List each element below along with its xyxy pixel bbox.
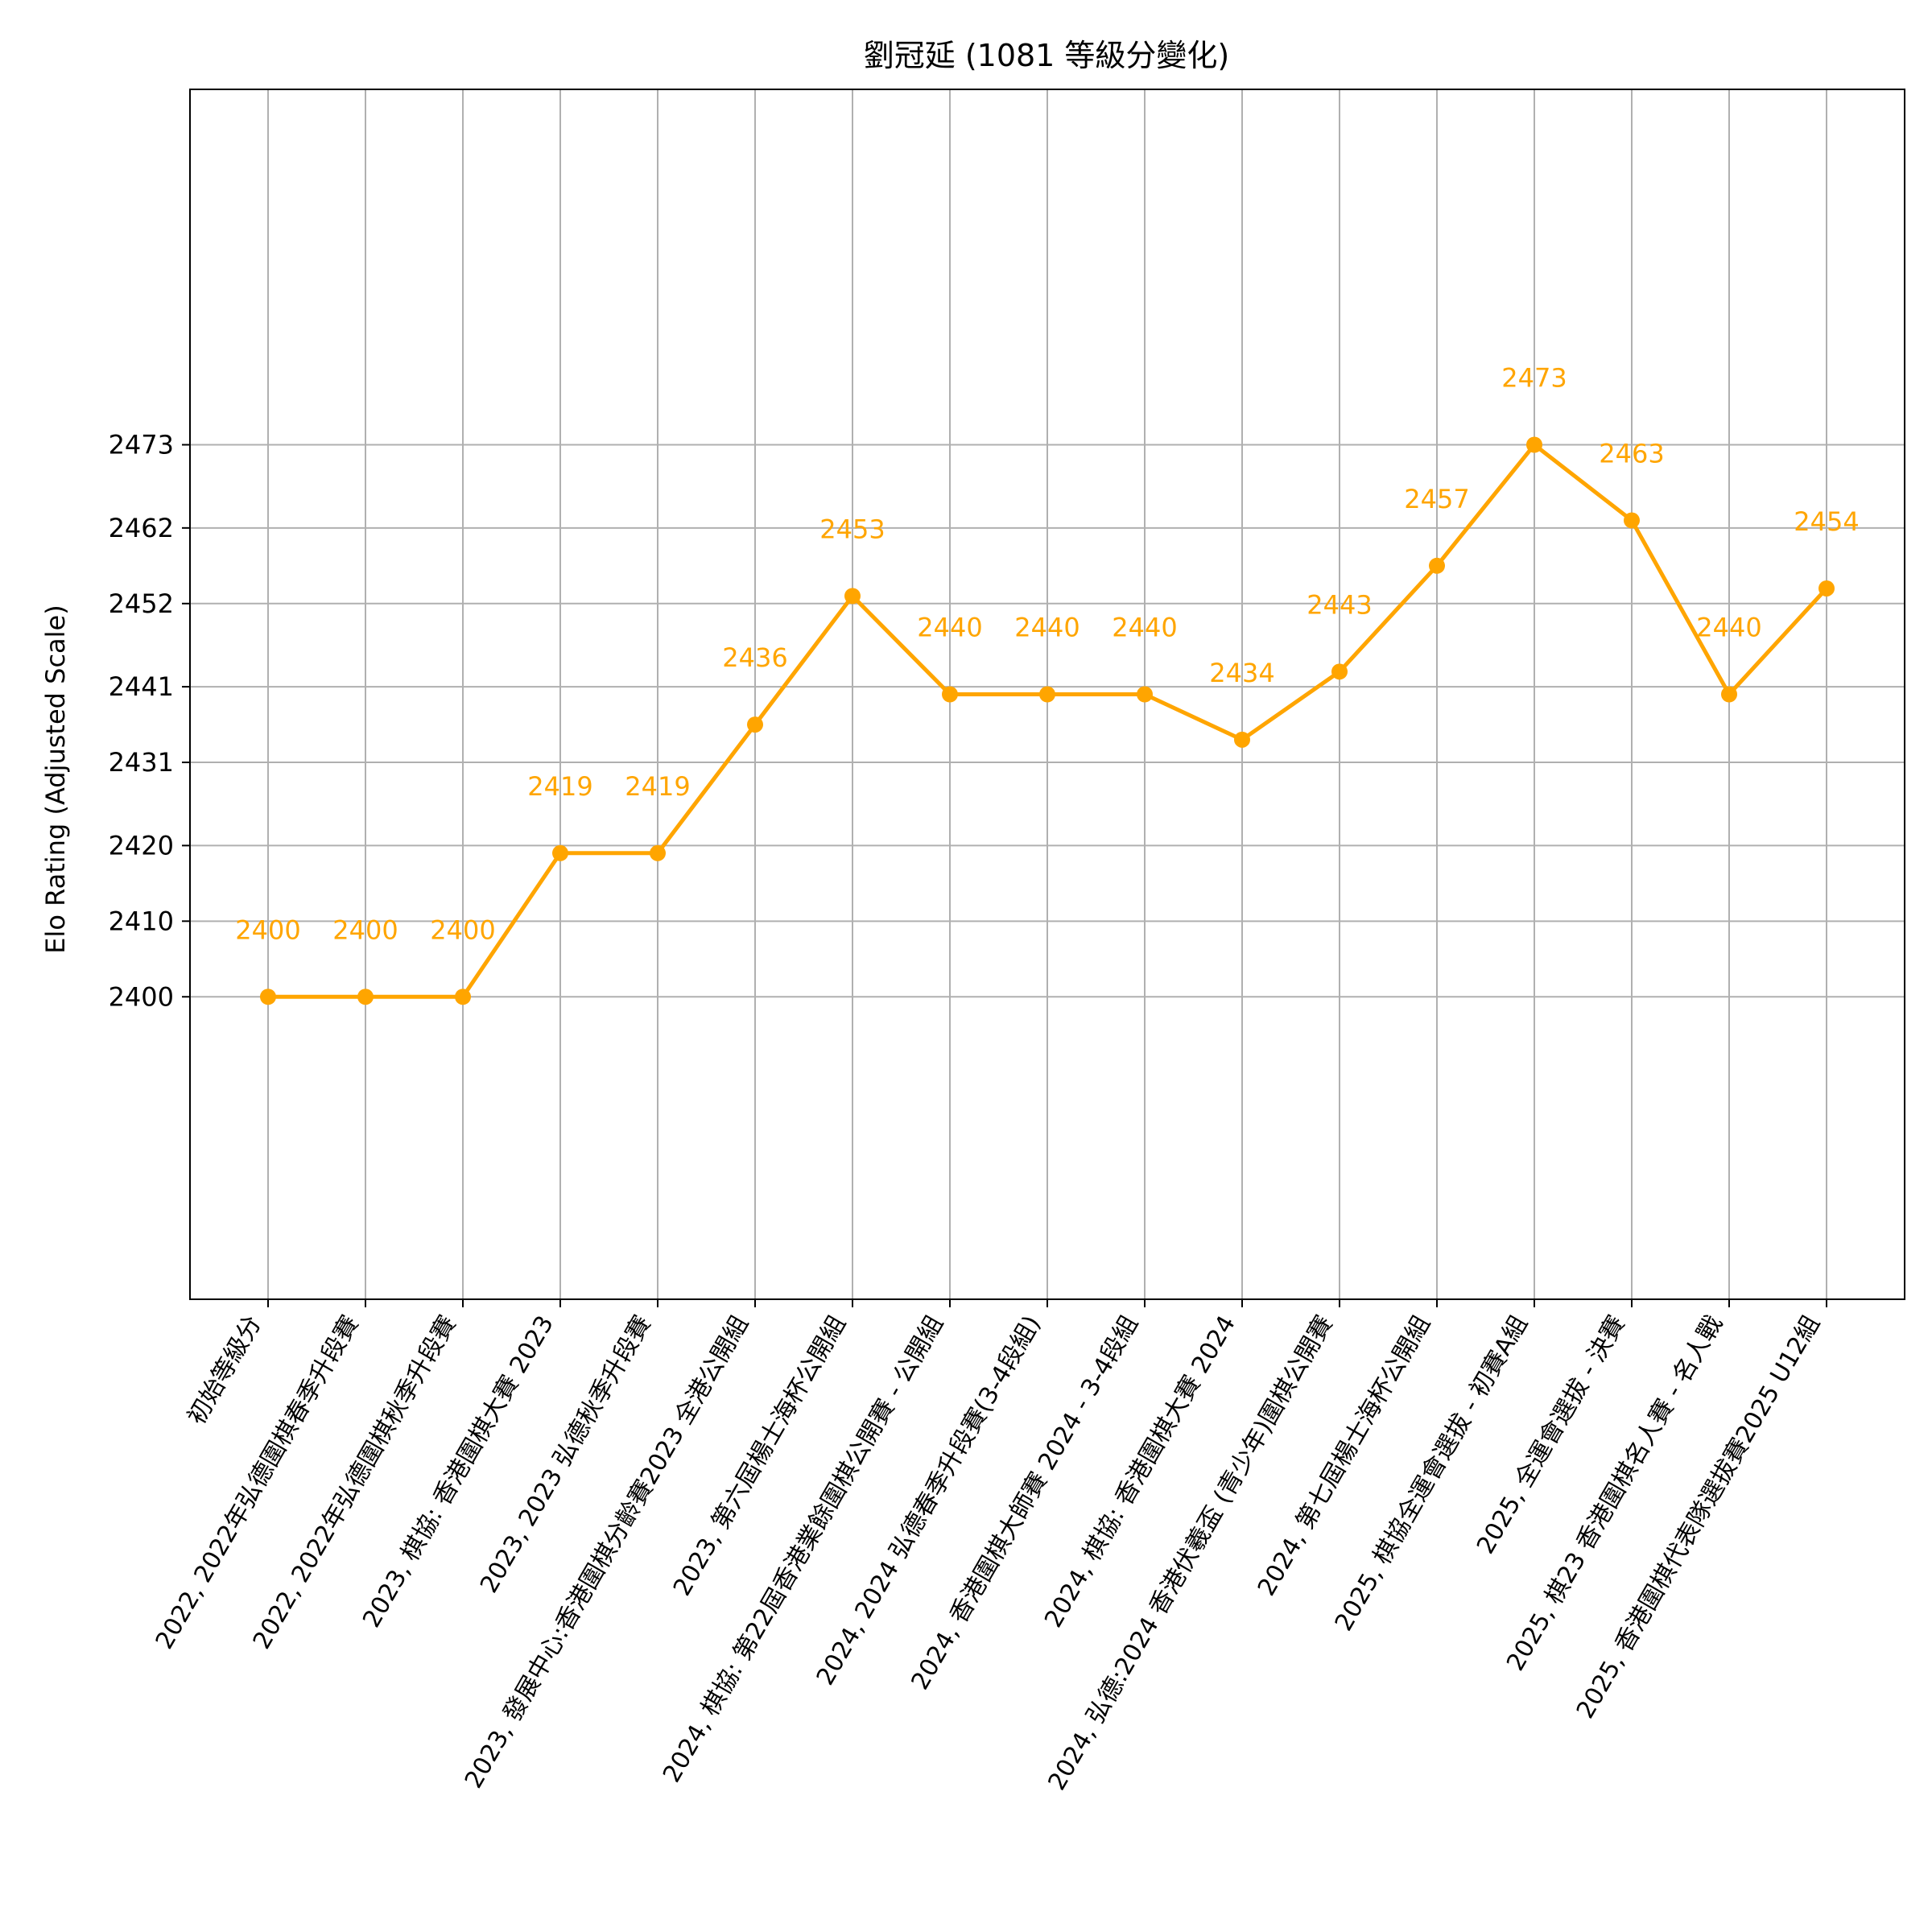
y-tick-label: 2441 bbox=[109, 671, 174, 702]
data-label: 2473 bbox=[1501, 363, 1567, 394]
data-point bbox=[1429, 557, 1445, 574]
data-point bbox=[747, 716, 763, 733]
data-point bbox=[1624, 512, 1640, 529]
data-label: 2400 bbox=[430, 914, 495, 945]
data-label: 2419 bbox=[625, 771, 690, 802]
y-axis-label: Elo Rating (Adjusted Scale) bbox=[40, 605, 71, 953]
data-point bbox=[357, 989, 374, 1005]
data-label: 2454 bbox=[1794, 506, 1859, 537]
data-label: 2440 bbox=[917, 613, 982, 643]
data-label: 2400 bbox=[235, 914, 300, 945]
data-point bbox=[1721, 686, 1737, 703]
y-tick-label: 2420 bbox=[109, 830, 174, 861]
data-label: 2436 bbox=[722, 642, 787, 673]
data-point bbox=[1818, 580, 1835, 597]
data-label: 2434 bbox=[1209, 658, 1274, 688]
data-point bbox=[455, 989, 471, 1005]
data-label: 2453 bbox=[819, 514, 885, 544]
data-point bbox=[260, 989, 276, 1005]
data-label: 2400 bbox=[332, 914, 398, 945]
data-label: 2457 bbox=[1404, 484, 1469, 514]
chart-title: 劉冠延 (1081 等級分變化) bbox=[864, 38, 1230, 73]
data-point bbox=[844, 588, 861, 605]
data-label: 2440 bbox=[1112, 613, 1177, 643]
data-point bbox=[1234, 731, 1250, 748]
data-point bbox=[552, 844, 568, 861]
data-point bbox=[1137, 686, 1153, 703]
y-axis-ticks: 2400 2410 2420 2431 2441 2452 2462 2473 bbox=[109, 430, 190, 1012]
data-point bbox=[1331, 663, 1348, 680]
data-label: 2419 bbox=[527, 771, 592, 802]
data-point bbox=[650, 844, 666, 861]
y-tick-label: 2462 bbox=[109, 513, 174, 543]
data-label: 2440 bbox=[1696, 613, 1761, 643]
data-point bbox=[1039, 686, 1055, 703]
data-label: 2463 bbox=[1599, 439, 1664, 469]
gridlines bbox=[190, 89, 1905, 1299]
data-labels: 2400 2400 2400 2419 2419 2436 2453 2440 2440 2440… bbox=[235, 363, 1859, 946]
data-label: 2443 bbox=[1307, 589, 1372, 620]
data-point bbox=[942, 686, 958, 703]
y-tick-label: 2473 bbox=[109, 430, 174, 460]
rating-series bbox=[260, 436, 1835, 1005]
y-tick-label: 2431 bbox=[109, 747, 174, 778]
data-point bbox=[1526, 436, 1542, 453]
y-tick-label: 2452 bbox=[109, 588, 174, 619]
y-tick-label: 2400 bbox=[109, 981, 174, 1012]
data-label: 2440 bbox=[1014, 613, 1080, 643]
y-tick-label: 2410 bbox=[109, 906, 174, 936]
